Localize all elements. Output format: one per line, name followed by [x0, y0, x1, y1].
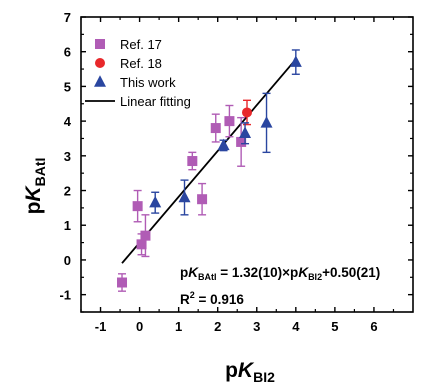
data-point: [117, 277, 128, 288]
data-point: [187, 156, 198, 167]
x-tick-label: 1: [175, 319, 182, 334]
y-tick-label: 4: [64, 114, 72, 129]
x-tick-label: 3: [253, 319, 260, 334]
x-tick-label: 6: [370, 319, 377, 334]
data-point: [210, 123, 221, 134]
legend-label: Ref. 17: [120, 37, 162, 52]
x-tick-label: 2: [214, 319, 221, 334]
data-point: [178, 190, 191, 203]
data-point: [224, 116, 235, 127]
legend-label: This work: [120, 75, 176, 90]
data-point: [217, 138, 230, 151]
data-point: [136, 239, 147, 250]
legend: Ref. 17 Ref. 18 This work Linear fitting: [85, 37, 191, 109]
data-point: [132, 201, 143, 212]
y-axis-title: pKBAtI: [22, 158, 48, 215]
plot-frame: [80, 16, 414, 313]
x-tick-label: 4: [292, 319, 300, 334]
data-point: [260, 116, 273, 128]
legend-marker: [95, 58, 105, 68]
fit-equation: pKBAtI = 1.32(10)×pKBI2+0.50(21): [180, 265, 380, 282]
r-squared: R2 = 0.916: [180, 290, 244, 307]
y-tick-label: 0: [64, 253, 71, 268]
y-tick-label: 2: [64, 184, 71, 199]
legend-label: Ref. 18: [120, 56, 162, 71]
x-axis-title: pKBI2: [225, 359, 275, 384]
x-tick-label: -1: [95, 319, 107, 334]
y-tick-label: 5: [64, 79, 71, 94]
data-point: [289, 55, 302, 67]
y-tick-label: -1: [59, 288, 71, 303]
data-point: [197, 194, 208, 205]
y-tick-label: 1: [64, 218, 71, 233]
x-tick-label: 0: [136, 319, 143, 334]
x-tick-label: 5: [331, 319, 338, 334]
y-tick-label: 3: [64, 149, 71, 164]
legend-label: Linear fitting: [120, 94, 191, 109]
legend-marker: [94, 75, 106, 87]
y-tick-label: 6: [64, 45, 71, 60]
data-point: [140, 230, 151, 241]
data-point: [242, 107, 252, 118]
plot-area: -1 0 1 2 3 4 5 6 -1 0 1 2 3 4 5 6 7: [59, 10, 414, 334]
y-tick-label: 7: [64, 10, 71, 25]
data-point: [236, 136, 247, 147]
data-point: [149, 195, 162, 208]
data-point: [239, 126, 252, 139]
legend-marker: [95, 39, 105, 49]
